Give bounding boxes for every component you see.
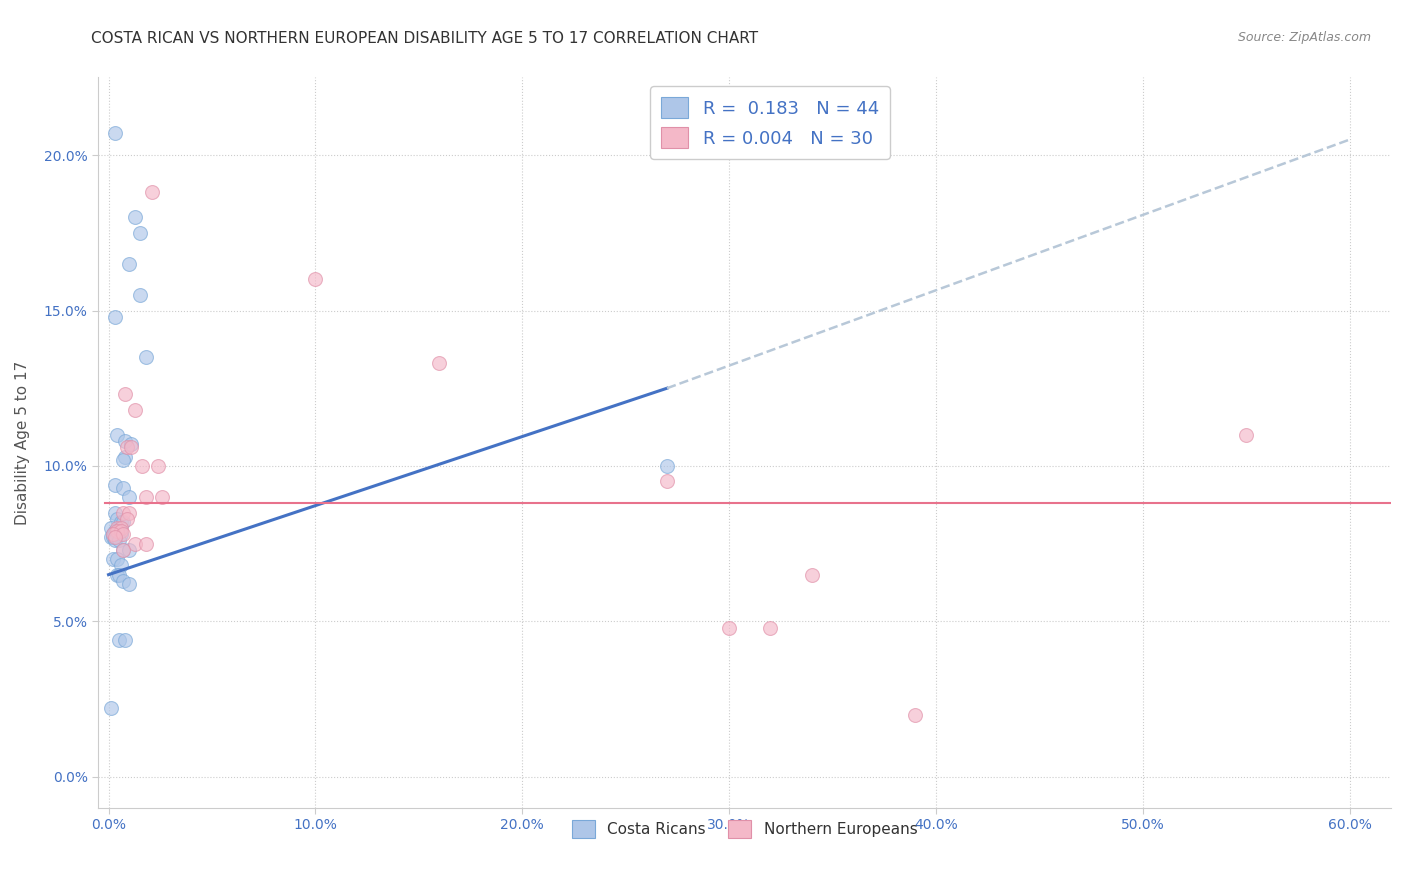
Point <box>104 530 127 544</box>
Point <box>105 524 128 538</box>
Point <box>105 552 128 566</box>
Point <box>111 452 134 467</box>
Point <box>120 440 142 454</box>
Point <box>111 515 134 529</box>
Point <box>100 701 122 715</box>
Point <box>115 440 138 454</box>
Point <box>118 577 141 591</box>
Point <box>110 524 132 538</box>
Point <box>104 527 127 541</box>
Point <box>114 434 136 448</box>
Point <box>105 427 128 442</box>
Legend: Costa Ricans, Northern Europeans: Costa Ricans, Northern Europeans <box>565 814 924 844</box>
Point <box>104 127 127 141</box>
Point <box>759 620 782 634</box>
Point <box>110 558 132 573</box>
Point <box>118 506 141 520</box>
Point <box>100 530 122 544</box>
Point <box>718 620 741 634</box>
Point <box>108 567 131 582</box>
Point <box>114 450 136 464</box>
Point <box>104 506 127 520</box>
Point <box>131 458 153 473</box>
Point <box>800 567 823 582</box>
Point <box>114 632 136 647</box>
Point <box>655 475 678 489</box>
Point <box>101 530 124 544</box>
Point <box>111 481 134 495</box>
Point <box>105 524 128 538</box>
Point <box>128 226 150 240</box>
Point <box>120 437 142 451</box>
Point <box>105 521 128 535</box>
Point <box>118 490 141 504</box>
Point <box>124 536 146 550</box>
Point <box>150 490 173 504</box>
Point <box>114 387 136 401</box>
Point <box>101 527 124 541</box>
Point <box>1234 427 1257 442</box>
Point <box>111 506 134 520</box>
Text: Source: ZipAtlas.com: Source: ZipAtlas.com <box>1237 31 1371 45</box>
Point <box>111 527 134 541</box>
Point <box>100 521 122 535</box>
Point <box>655 458 678 473</box>
Point <box>304 272 326 286</box>
Point <box>104 310 127 324</box>
Point <box>108 632 131 647</box>
Point <box>429 356 451 370</box>
Point <box>110 521 132 535</box>
Point <box>141 186 163 200</box>
Point <box>135 490 157 504</box>
Point <box>111 574 134 588</box>
Point <box>146 458 169 473</box>
Point <box>110 515 132 529</box>
Point <box>124 211 146 225</box>
Point <box>128 288 150 302</box>
Point <box>110 527 132 541</box>
Point <box>118 542 141 557</box>
Point <box>101 527 124 541</box>
Point <box>105 512 128 526</box>
Text: COSTA RICAN VS NORTHERN EUROPEAN DISABILITY AGE 5 TO 17 CORRELATION CHART: COSTA RICAN VS NORTHERN EUROPEAN DISABIL… <box>91 31 758 46</box>
Point <box>124 403 146 417</box>
Point <box>111 542 134 557</box>
Point <box>105 527 128 541</box>
Point <box>118 257 141 271</box>
Y-axis label: Disability Age 5 to 17: Disability Age 5 to 17 <box>15 360 30 524</box>
Point <box>104 524 127 538</box>
Point <box>904 707 927 722</box>
Point <box>115 512 138 526</box>
Point <box>104 533 127 548</box>
Point <box>101 552 124 566</box>
Point <box>105 567 128 582</box>
Point <box>104 477 127 491</box>
Point <box>111 542 134 557</box>
Point <box>135 536 157 550</box>
Point <box>135 350 157 364</box>
Point <box>108 524 131 538</box>
Point <box>108 533 131 548</box>
